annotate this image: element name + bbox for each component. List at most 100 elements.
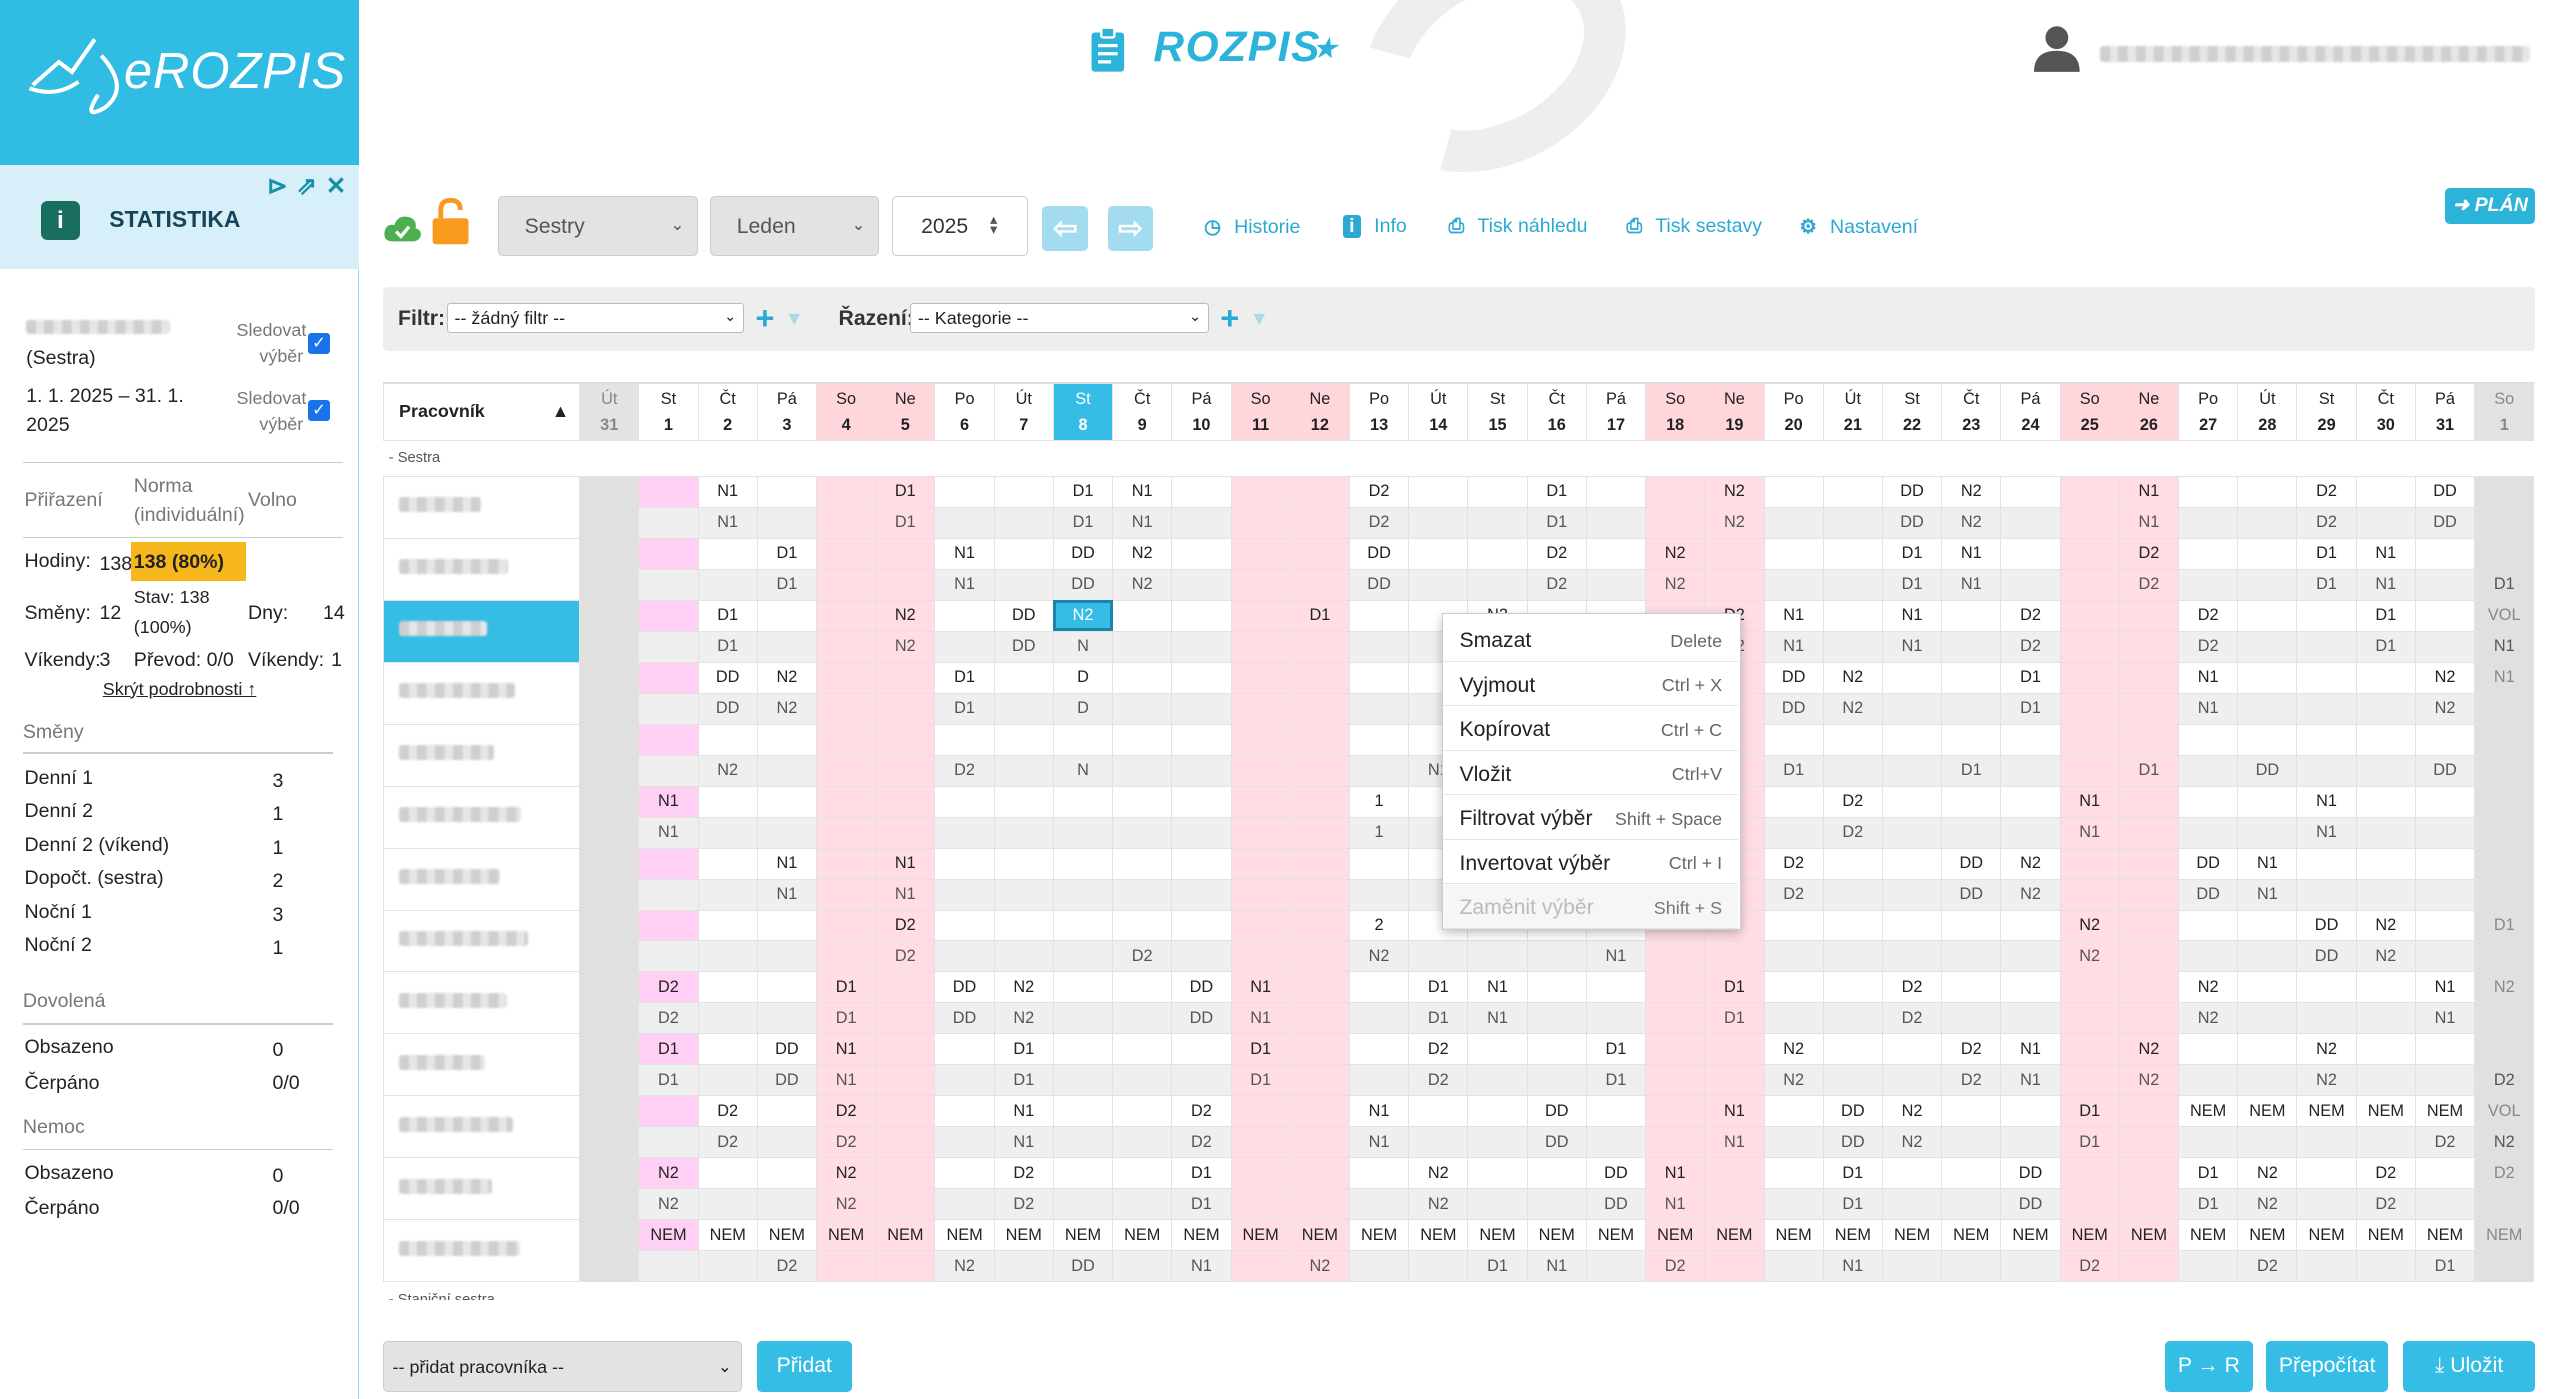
shift-cell[interactable]: VOL	[2474, 1095, 2535, 1128]
shift-cell[interactable]	[1408, 568, 1469, 601]
shift-cell[interactable]: D1	[1704, 971, 1765, 1004]
shift-cell[interactable]: N1	[2059, 816, 2120, 849]
shift-cell[interactable]: NEM	[1348, 1219, 1410, 1252]
shift-cell[interactable]: N2	[1112, 537, 1173, 570]
shift-cell[interactable]	[934, 1095, 995, 1128]
shift-cell[interactable]	[1052, 723, 1114, 756]
shift-cell[interactable]: N2	[1704, 475, 1765, 508]
shift-cell[interactable]	[2118, 1157, 2180, 1190]
shift-cell[interactable]	[579, 1126, 640, 1159]
shift-cell[interactable]	[875, 816, 936, 849]
shift-cell[interactable]: N2	[2178, 1002, 2239, 1035]
shift-cell[interactable]	[2118, 599, 2180, 632]
shift-cell[interactable]	[697, 1002, 758, 1035]
user-avatar-icon[interactable]	[2034, 23, 2081, 72]
shift-cell[interactable]	[1881, 785, 1943, 818]
shift-cell[interactable]: NEM	[2474, 1219, 2535, 1252]
shift-cell[interactable]	[2059, 475, 2120, 508]
shift-cell[interactable]: NEM	[756, 1219, 818, 1252]
shift-cell[interactable]	[1171, 878, 1232, 911]
shift-cell[interactable]: N2	[2474, 971, 2535, 1004]
shift-cell[interactable]	[1763, 940, 1824, 973]
shift-cell[interactable]	[2355, 723, 2416, 756]
shift-cell[interactable]	[1408, 537, 1469, 570]
shift-cell[interactable]	[815, 816, 877, 849]
shift-cell[interactable]: N2	[756, 661, 818, 694]
shift-cell[interactable]: D2	[993, 1157, 1054, 1190]
shift-cell[interactable]	[2000, 785, 2061, 818]
shift-cell[interactable]	[1763, 816, 1824, 849]
shift-cell[interactable]: N1	[2296, 816, 2357, 849]
shift-cell[interactable]	[756, 599, 818, 632]
shift-cell[interactable]	[815, 661, 877, 694]
shift-cell[interactable]: N1	[1171, 1250, 1232, 1283]
shift-cell[interactable]	[875, 537, 936, 570]
shift-cell[interactable]: D1	[2474, 568, 2535, 601]
shift-cell[interactable]: D2	[1348, 506, 1410, 539]
shift-cell[interactable]: D1	[1230, 1064, 1291, 1097]
shift-cell[interactable]	[815, 630, 877, 663]
shift-cell[interactable]: N1	[756, 847, 818, 880]
shift-cell[interactable]	[1585, 506, 1647, 539]
shift-cell[interactable]	[2296, 630, 2357, 663]
shift-cell[interactable]	[2000, 1002, 2061, 1035]
shift-cell[interactable]	[875, 785, 936, 818]
shift-cell[interactable]	[1645, 1126, 1706, 1159]
shift-cell[interactable]	[1289, 754, 1350, 787]
shift-cell[interactable]	[1822, 909, 1883, 942]
shift-cell[interactable]	[1171, 940, 1232, 973]
shift-cell[interactable]: DD	[1348, 537, 1410, 570]
shift-cell[interactable]	[2414, 940, 2476, 973]
shift-cell[interactable]	[1348, 630, 1410, 663]
shift-cell[interactable]: N1	[993, 1126, 1054, 1159]
shift-cell[interactable]	[579, 1095, 640, 1128]
shift-cell[interactable]	[1881, 1188, 1943, 1221]
shift-cell[interactable]: N1	[1763, 599, 1824, 632]
shift-cell[interactable]: N2	[2296, 1033, 2357, 1066]
shift-cell[interactable]	[2000, 568, 2061, 601]
shift-cell[interactable]	[1941, 816, 2002, 849]
shift-cell[interactable]	[1348, 599, 1410, 632]
shift-cell[interactable]	[579, 816, 640, 849]
shift-cell[interactable]: D2	[1348, 475, 1410, 508]
shift-cell[interactable]	[1112, 971, 1173, 1004]
day-header[interactable]: Ne 19	[1704, 382, 1765, 441]
shift-cell[interactable]	[2118, 723, 2180, 756]
razeni-select[interactable]: -- Kategorie -- ⌄	[910, 303, 1209, 333]
shift-cell[interactable]	[1171, 692, 1232, 725]
shift-cell[interactable]	[2355, 475, 2416, 508]
shift-cell[interactable]: D2	[1171, 1095, 1232, 1128]
shift-cell[interactable]: N1	[1348, 1095, 1410, 1128]
shift-cell[interactable]	[1822, 506, 1883, 539]
unlocked-icon[interactable]	[431, 197, 470, 246]
shift-cell[interactable]	[2000, 909, 2061, 942]
shift-cell[interactable]: NEM	[1704, 1219, 1765, 1252]
shift-cell[interactable]	[875, 971, 936, 1004]
shift-cell[interactable]	[697, 940, 758, 973]
shift-cell[interactable]: D2	[934, 754, 995, 787]
shift-cell[interactable]	[993, 692, 1054, 725]
day-header[interactable]: So 4	[815, 382, 877, 441]
context-menu-item[interactable]: Filtrovat výběr Shift + Space	[1443, 796, 1739, 840]
shift-cell[interactable]: N	[1052, 754, 1114, 787]
shift-cell[interactable]: NEM	[697, 1219, 758, 1252]
shift-cell[interactable]: D1	[1408, 1002, 1469, 1035]
shift-cell[interactable]	[2237, 661, 2298, 694]
shift-cell[interactable]	[1112, 1188, 1173, 1221]
shift-cell[interactable]: DD	[1585, 1188, 1647, 1221]
shift-cell[interactable]	[2296, 1250, 2357, 1283]
shift-cell[interactable]	[993, 475, 1054, 508]
shift-cell[interactable]: N1	[1881, 630, 1943, 663]
shift-cell[interactable]	[2237, 537, 2298, 570]
shift-cell[interactable]	[1881, 754, 1943, 787]
shift-cell[interactable]: N2	[2059, 909, 2120, 942]
shift-cell[interactable]	[1230, 847, 1291, 880]
shift-cell[interactable]	[1941, 723, 2002, 756]
shift-cell[interactable]	[2178, 1033, 2239, 1066]
shift-cell[interactable]: D2	[2237, 1250, 2298, 1283]
shift-cell[interactable]	[1467, 1188, 1528, 1221]
shift-cell[interactable]	[1763, 537, 1824, 570]
shift-cell[interactable]: N2	[1112, 568, 1173, 601]
shift-cell[interactable]	[934, 506, 995, 539]
shift-cell[interactable]	[697, 909, 758, 942]
